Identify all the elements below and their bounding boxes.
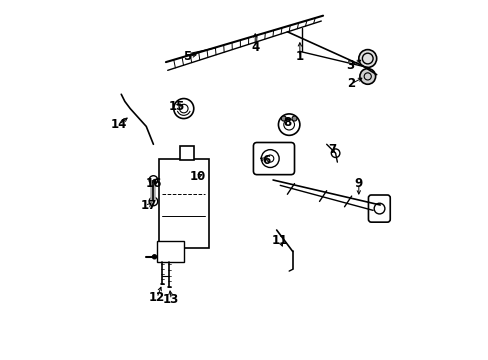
FancyBboxPatch shape [180,146,194,160]
Text: 9: 9 [354,177,362,190]
Text: 13: 13 [163,293,179,306]
Text: 3: 3 [345,59,353,72]
FancyBboxPatch shape [367,195,389,222]
Text: 7: 7 [327,143,335,156]
Circle shape [281,116,285,121]
Text: 8: 8 [283,116,291,129]
Text: 11: 11 [271,234,288,247]
Circle shape [358,50,376,67]
Text: 5: 5 [183,50,191,63]
Text: 1: 1 [295,50,304,63]
Text: 2: 2 [347,77,355,90]
Text: 17: 17 [141,198,157,212]
Circle shape [359,68,375,84]
Text: 4: 4 [250,41,259,54]
Text: 15: 15 [168,100,184,113]
Text: 10: 10 [189,170,206,183]
FancyBboxPatch shape [159,158,208,248]
FancyBboxPatch shape [253,143,294,175]
Text: 14: 14 [110,118,127,131]
Circle shape [291,116,296,121]
FancyBboxPatch shape [157,241,183,262]
Text: 12: 12 [148,291,165,305]
Text: 16: 16 [145,177,162,190]
Circle shape [152,255,156,259]
Text: 6: 6 [261,154,269,167]
